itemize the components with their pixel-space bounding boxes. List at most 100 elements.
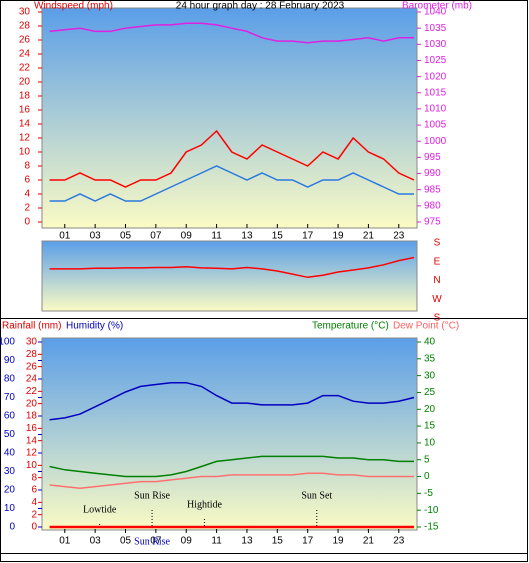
x-tick-label: 13 xyxy=(241,231,253,242)
y-tick-label: 22 xyxy=(26,386,38,397)
y-tick-label: 20 xyxy=(4,485,16,496)
y-tick-label: 22 xyxy=(19,63,31,74)
y-tick-label: 990 xyxy=(424,168,441,179)
direction-panel xyxy=(41,240,418,312)
y-tick-label: W xyxy=(432,294,442,305)
x-tick-label: 19 xyxy=(332,536,344,547)
x-tick-label: 11 xyxy=(211,231,222,242)
y-tick-label: 5 xyxy=(424,454,430,465)
y-tick-label: 0 xyxy=(24,217,30,228)
x-tick-label: 21 xyxy=(363,231,375,242)
x-tick-label: 21 xyxy=(363,536,375,547)
axis-annotation-text: Sun Rise xyxy=(134,536,170,547)
y-tick-label: 30 xyxy=(4,466,16,477)
y-tick-label: 60 xyxy=(4,411,16,422)
x-tick-label: 03 xyxy=(90,231,102,242)
x-tick-label: 17 xyxy=(302,536,314,547)
y-tick-label: 10 xyxy=(26,460,38,471)
y-tick-label: 1035 xyxy=(424,23,447,34)
annotation-text: Sun Rise xyxy=(134,490,170,501)
x-tick-label: 07 xyxy=(150,231,162,242)
y-tick-label: 8 xyxy=(31,472,37,483)
y-tick-label: 6 xyxy=(31,485,37,496)
series-line xyxy=(49,22,414,44)
y-tick-label: 16 xyxy=(19,105,31,116)
series-line xyxy=(49,381,415,421)
y-tick-label: 90 xyxy=(4,355,16,366)
y-tick-label: 26 xyxy=(19,35,31,46)
y-tick-label: 10 xyxy=(4,503,16,514)
y-tick-label: 980 xyxy=(424,200,441,211)
y-tick-label: S xyxy=(434,238,441,249)
y-tick-label: 0 xyxy=(424,471,430,482)
x-tick-label: 15 xyxy=(272,536,284,547)
temperature-axis-label: Temperature (°C) xyxy=(312,321,389,332)
y-tick-label: 8 xyxy=(24,161,30,172)
x-tick-label: 07 xyxy=(150,536,162,547)
y-tick-label: 20 xyxy=(26,398,38,409)
y-tick-label: 1030 xyxy=(424,39,447,50)
y-tick-label: N xyxy=(433,275,440,286)
series-line xyxy=(49,472,414,490)
y-tick-label: 25 xyxy=(424,387,436,398)
y-tick-label: 1025 xyxy=(424,55,447,66)
y-tick-label: 24 xyxy=(19,49,31,60)
x-tick-label: 15 xyxy=(272,231,284,242)
y-tick-label: 30 xyxy=(19,7,31,18)
x-tick-label: 05 xyxy=(120,536,132,547)
y-tick-label: 6 xyxy=(24,175,30,186)
y-tick-label: 100 xyxy=(0,337,15,348)
y-tick-label: 18 xyxy=(19,91,31,102)
lower-frame xyxy=(0,318,528,554)
y-tick-label: 14 xyxy=(26,435,38,446)
y-tick-label: 1040 xyxy=(424,7,447,18)
x-tick-label: 13 xyxy=(241,536,253,547)
y-tick-label: E xyxy=(434,256,441,267)
y-tick-label: 40 xyxy=(4,448,16,459)
x-tick-label: 17 xyxy=(302,231,314,242)
y-tick-label: 30 xyxy=(26,337,38,348)
x-tick-label: 09 xyxy=(181,536,193,547)
y-tick-label: 985 xyxy=(424,184,441,195)
annotation-text: Sun Set xyxy=(301,490,332,501)
y-tick-label: 1010 xyxy=(424,104,447,115)
series-line xyxy=(49,165,414,202)
y-tick-label: 995 xyxy=(424,152,441,163)
y-tick-label: 1005 xyxy=(424,120,447,131)
x-tick-label: 05 xyxy=(120,231,132,242)
y-tick-label: 4 xyxy=(24,189,30,200)
x-tick-label: 01 xyxy=(59,231,71,242)
y-tick-label: -10 xyxy=(424,505,439,516)
y-tick-label: 14 xyxy=(19,119,31,130)
y-tick-label: 40 xyxy=(424,337,436,348)
y-tick-label: 28 xyxy=(26,349,38,360)
y-tick-label: 1000 xyxy=(424,136,447,147)
y-tick-label: 0 xyxy=(9,522,15,533)
x-tick-label: 23 xyxy=(393,536,405,547)
chart-title: 24 hour graph day : 28 February 2023 xyxy=(176,1,345,12)
y-tick-label: 28 xyxy=(19,21,31,32)
annotation-text: Lowtide xyxy=(83,504,117,515)
x-tick-label: 09 xyxy=(181,231,193,242)
y-tick-label: 12 xyxy=(26,448,38,459)
y-tick-label: 2 xyxy=(24,203,30,214)
y-tick-label: 1015 xyxy=(424,87,447,98)
humidity-axis-label: Humidity (%) xyxy=(66,321,123,332)
y-tick-label: 20 xyxy=(19,77,31,88)
y-tick-label: 26 xyxy=(26,361,38,372)
y-tick-label: 16 xyxy=(26,423,38,434)
x-tick-label: 03 xyxy=(90,536,102,547)
y-tick-label: 70 xyxy=(4,392,16,403)
y2-axis-label: Barometer (mb) xyxy=(402,1,472,12)
y-tick-label: 20 xyxy=(424,404,436,415)
temp-panel xyxy=(41,337,418,531)
y-tick-label: 80 xyxy=(4,374,16,385)
y-tick-label: -15 xyxy=(424,522,439,533)
series-line xyxy=(49,256,415,279)
y-tick-label: 10 xyxy=(424,438,436,449)
y-tick-label: 50 xyxy=(4,429,16,440)
y-tick-label: 35 xyxy=(424,353,436,364)
y-tick-label: 2 xyxy=(31,509,37,520)
